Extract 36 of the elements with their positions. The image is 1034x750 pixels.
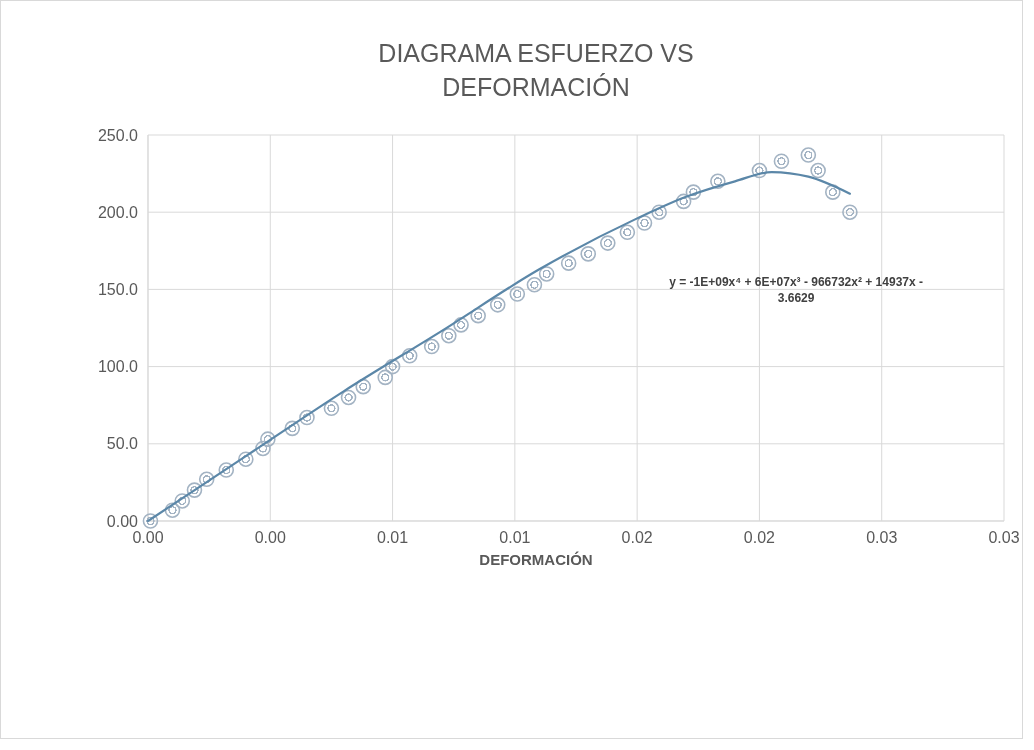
point	[619, 224, 636, 241]
point	[538, 266, 555, 282]
x-axis-title: DEFORMACIÓN	[479, 551, 593, 568]
point	[340, 389, 357, 406]
x-tick-label: 0.02	[743, 529, 776, 546]
x-tick-label: 0.03	[988, 529, 1020, 546]
point	[636, 215, 653, 231]
y-tick-label: 50.0	[106, 435, 139, 453]
x-tick-label: 0.01	[499, 529, 531, 546]
point	[423, 338, 440, 355]
y-tick-label: 100.0	[97, 358, 139, 376]
x-tick-label: 0.01	[377, 529, 409, 546]
point	[810, 162, 826, 179]
point	[509, 286, 526, 302]
x-tick-label: 0.00	[132, 529, 164, 546]
point	[560, 255, 577, 271]
point	[800, 147, 817, 163]
y-tick-label: 150.0	[97, 281, 139, 298]
point	[599, 235, 616, 251]
point	[470, 307, 486, 324]
x-tick-label: 0.00	[254, 529, 286, 546]
point	[526, 276, 543, 293]
x-tick-label: 0.02	[621, 529, 653, 546]
point	[489, 297, 506, 313]
point	[323, 400, 340, 417]
point	[377, 369, 394, 386]
x-tick-label: 0.03	[866, 529, 898, 546]
y-tick-label: 250.0	[97, 126, 139, 144]
annotation: y = -1E+09x⁴ + 6E+07x³ - 966732x² + 14937x - 3.6629	[669, 275, 924, 306]
point	[441, 327, 457, 344]
point	[580, 246, 597, 262]
y-tick-label: 200.0	[97, 203, 139, 221]
point	[773, 153, 790, 170]
point	[842, 204, 858, 220]
chart-title: DIAGRAMA ESFUERZO VS DEFORMACIÓN	[378, 39, 694, 101]
y-tick-label: 0.00	[106, 512, 139, 530]
